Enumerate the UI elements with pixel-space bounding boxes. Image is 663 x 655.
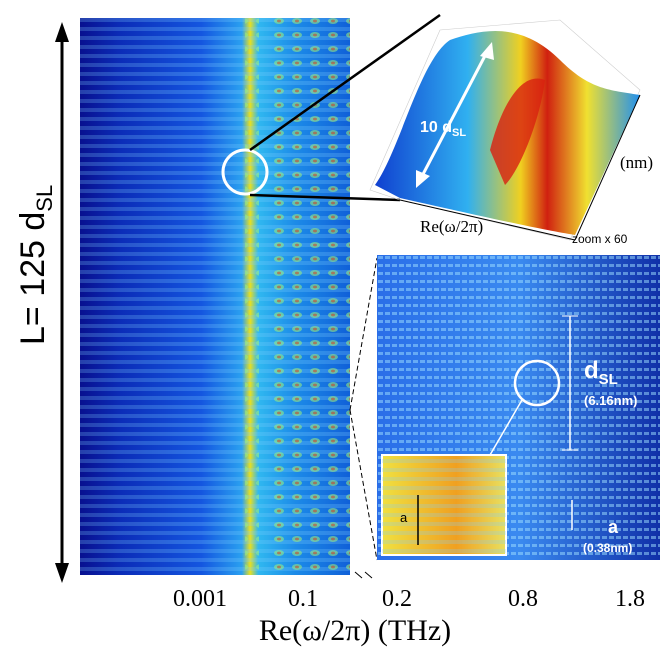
x-tick-label: 0.1 [288,586,318,612]
arrow-head [480,42,494,60]
height-arrow [418,49,490,181]
zoom-line [249,193,401,202]
height-label: 10 dSL [420,119,466,139]
axis [574,94,641,241]
depth-label: (nm) [620,153,653,172]
inset-x-label: Re(ω/2π) [420,217,483,236]
length-label: L= 125 dSL [14,185,57,345]
period-label: dSL [584,357,618,388]
x-tick-label: 0.8 [508,586,538,612]
highlight-circle [513,359,561,407]
x-tick-label: 0.001 [173,586,227,612]
x-tick-label: 0.2 [382,586,412,612]
x-tick-label: 1.8 [615,586,645,612]
heatmap-band [245,18,259,575]
period-value: (6.16nm) [584,393,637,408]
zoom-line [349,257,378,411]
callout [489,399,523,456]
zoom-line [249,13,441,152]
lattice-value: (0.38nm) [583,541,632,555]
arrow-head [55,563,69,583]
detail-stripes [382,455,506,555]
lattice-label: a [608,517,619,537]
surface-peak [490,78,545,185]
detail-label: a [400,510,408,525]
axis [399,199,576,241]
x-axis-label: Re(ω/2π) (THz) [259,614,451,647]
zoom-label: zoom x 60 [572,232,628,246]
surface-inset: 10 dSL (nm) Re(ω/2π) zoom x 60 [369,19,653,246]
x-ticks: 0.001 0.1 0.2 0.8 1.8 [173,586,645,612]
zoom-line [349,409,378,561]
axis-break [354,571,363,579]
arrow-head [416,170,430,188]
heatmap-blobs [270,18,350,575]
axis-break [364,571,373,579]
highlight-circle [221,148,269,196]
arrow-head [55,22,69,42]
